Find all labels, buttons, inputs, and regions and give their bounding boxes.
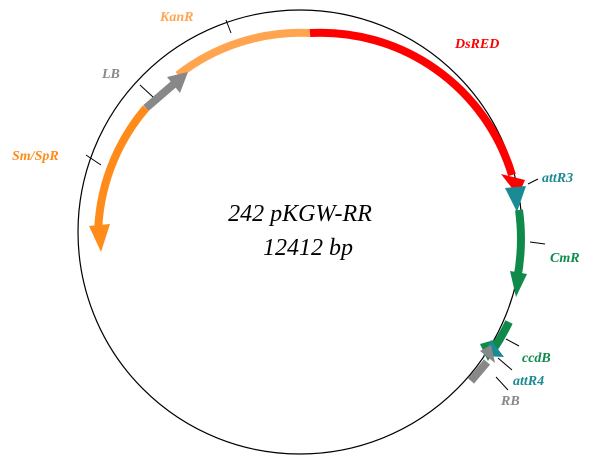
lb-arc — [143, 79, 178, 112]
plasmid-backbone — [77, 9, 523, 455]
cmr-arrowhead — [510, 271, 527, 297]
cmr-label: CmR — [550, 251, 580, 266]
smspr-arrowhead — [89, 224, 110, 252]
kanr-tick — [225, 19, 232, 34]
rb-label: RB — [500, 394, 520, 409]
lb-arrowhead — [167, 72, 188, 93]
cmr-tick — [529, 241, 546, 245]
plasmid-name: 242 pKGW-RR — [228, 201, 372, 227]
rb-arc — [467, 359, 491, 384]
dsred-label: DsRED — [454, 37, 499, 52]
kanr-arc — [175, 28, 311, 79]
attr3-arrowhead — [505, 186, 526, 212]
kanr-label: KanR — [159, 10, 193, 25]
smspr-arc — [94, 105, 150, 238]
rb-tick — [495, 376, 509, 391]
attr3-tick — [527, 178, 539, 185]
attr4-label: attR4 — [513, 374, 544, 389]
attr3-label: attR3 — [542, 171, 573, 186]
ccdb-label: ccdB — [522, 351, 551, 366]
lb-tick — [139, 84, 154, 98]
rb-arrowhead — [480, 345, 495, 363]
cmr-arc — [513, 209, 525, 281]
smspr-tick — [85, 154, 102, 166]
dsred-arc — [309, 28, 516, 177]
smspr-label: Sm/SpR — [12, 149, 59, 164]
plasmid-size: 12412 bp — [263, 235, 353, 261]
attr4-tick — [497, 357, 513, 371]
lb-label: LB — [101, 67, 120, 82]
ccdb-tick — [505, 338, 520, 347]
